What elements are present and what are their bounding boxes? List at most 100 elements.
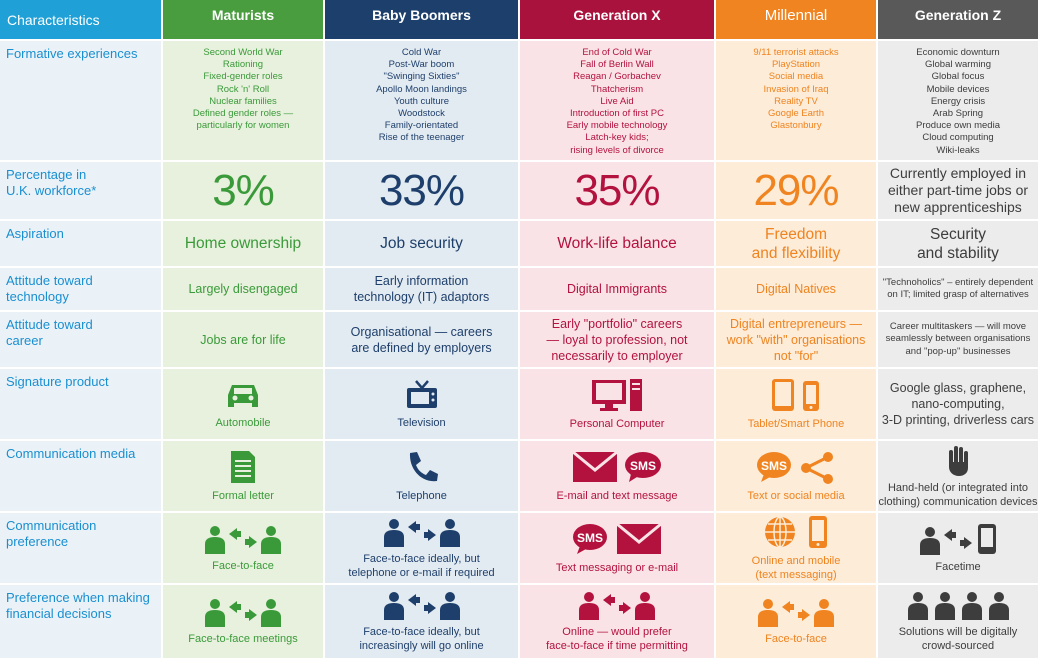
formative-item: Social media [768,71,824,83]
workforce-genx: 35% [520,162,716,221]
row-label-text: Formative experiences [6,46,138,61]
formative-item: Glastonbury [770,120,822,132]
workforce-genz: Currently employed in either part-time j… [878,162,1040,221]
formative-item: Reagan / Gorbachev [573,71,661,83]
tech-line: "Technoholics" – entirely dependent [882,276,1034,288]
car-icon [225,379,261,411]
formative-item: Wiki-leaks [936,144,980,156]
media-caption: E-mail and text message [556,489,678,502]
row-label-line: Attitude toward [6,317,93,332]
tech-line: Early information [374,274,469,288]
row-label-line: Communication [6,518,97,533]
commpref-genz: Facetime [878,513,1040,585]
commpref-caption: Text messaging or e-mail [555,561,679,574]
header-label: Generation X [573,7,661,23]
commpref-line: (text messaging) [755,568,837,581]
row-label-text: Signature product [6,374,109,389]
face-to-face-icon [756,597,836,627]
finance-genx: Online — would prefer face-to-face if ti… [520,585,716,660]
aspiration-line: and stability [917,244,999,262]
formative-item: Invasion of Iraq [763,83,829,95]
formative-item: Family-orientated [384,120,459,132]
product-caption: Tablet/Smart Phone [747,417,845,430]
aspiration-maturists: Home ownership [163,221,325,268]
row-label-workforce: Percentage in U.K. workforce* [0,162,163,221]
finance-line: Online — would prefer [562,626,672,638]
formative-item: Latch-key kids; [585,132,649,144]
row-label-line: career [6,333,43,348]
aspiration-line: Freedom [764,225,828,243]
row-label-line: Preference when making [6,590,150,605]
media-genx: SMS E-mail and text message [520,441,716,513]
formative-genz: Economic downturn Global warming Global fo… [878,41,1040,162]
svg-text:SMS: SMS [630,459,656,473]
formative-item: Global warming [925,59,991,71]
product-caption: Television [397,416,446,429]
row-label-line: technology [6,289,69,304]
finance-caption: Face-to-face [765,633,827,645]
formative-item: Economic downturn [916,47,1000,58]
formative-item: "Swinging Sixties" [383,71,460,83]
finance-line: Solutions will be digitally [898,626,1018,638]
media-boomers: Telephone [325,441,520,513]
tech-genz: "Technoholics" – entirely dependent on I… [878,268,1040,312]
media-line: clothing) communication devices [878,495,1038,508]
formative-item: Live Aid [600,95,634,107]
media-millennial: SMS Text or social media [716,441,878,513]
career-line: not "for" [773,348,819,363]
formative-boomers: Cold War Post-War boom "Swinging Sixties" A… [325,41,520,162]
row-label-technology: Attitude toward technology [0,268,163,312]
header-baby-boomers: Baby Boomers [325,0,520,41]
telephone-icon [406,450,438,484]
formative-item: Post-War boom [388,59,455,71]
row-label-product: Signature product [0,369,163,441]
header-generation-z: Generation Z [878,0,1040,41]
product-boomers: Television [325,369,520,441]
formative-item: Rise of the teenager [378,132,465,144]
product-genx: Personal Computer [520,369,716,441]
tech-text: Digital Natives [756,282,836,296]
formative-item: rising levels of divorce [570,144,664,156]
row-label-line: Percentage in [6,167,87,182]
header-label: Generation Z [914,7,1002,23]
formative-item: Rock 'n' Roll [216,83,270,95]
row-label-line: financial decisions [6,606,112,621]
media-caption: Formal letter [212,489,274,502]
product-line: Google glass, graphene, [889,381,1027,395]
commpref-line: Face-to-face ideally, but [363,552,480,565]
row-label-line: Attitude toward [6,273,93,288]
career-millennial: Digital entrepreneurs — work "with" orga… [716,312,878,369]
face-to-face-icon [382,590,462,620]
row-label-formative: Formative experiences [0,41,163,162]
finance-millennial: Face-to-face [716,585,878,660]
formative-item: End of Cold War [582,47,652,58]
career-line: Organisational — careers [350,324,493,339]
formative-item: Cold War [401,47,442,58]
tech-maturists: Largely disengaged [163,268,325,312]
career-line: — loyal to profession, not [546,332,688,347]
formative-item: Google Earth [768,108,824,120]
commpref-caption: Face-to-face [212,559,274,572]
sms-share-icon: SMS [756,450,836,484]
aspiration-genz: Security and stability [878,221,1040,268]
aspiration-line: and flexibility [751,244,841,262]
formative-item: Cloud computing [922,132,994,144]
tablet-phone-icon [769,378,823,412]
workforce-percent: 29% [753,165,839,215]
header-millennial: Millennial [716,0,878,41]
formative-item: Youth culture [393,95,450,107]
facetime-icon [918,523,998,555]
header-generation-x: Generation X [520,0,716,41]
product-genz: Google glass, graphene, nano-computing, … [878,369,1040,441]
aspiration-text: Home ownership [184,235,302,252]
row-label-aspiration: Aspiration [0,221,163,268]
face-to-face-icon [577,590,657,620]
formative-item: particularly for women [196,120,290,132]
finance-line: crowd-sourced [921,640,995,652]
career-line: seamlessly between organisations [885,333,1031,345]
aspiration-text: Job security [380,235,463,252]
finance-caption: Face-to-face meetings [188,633,298,645]
workforce-percent: 33% [378,165,465,215]
commpref-line: Online and mobile [751,554,841,567]
aspiration-line: Security [930,225,986,243]
